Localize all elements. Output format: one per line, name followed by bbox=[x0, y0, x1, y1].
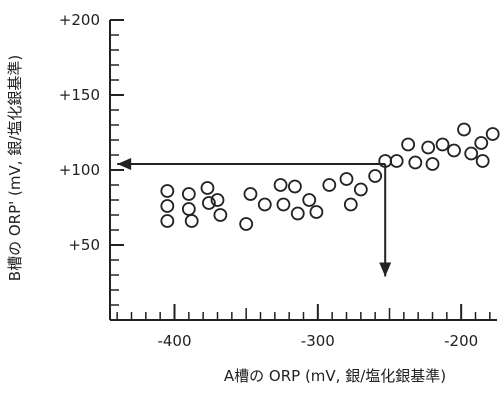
data-point bbox=[389, 154, 404, 168]
data-point bbox=[421, 140, 436, 155]
data-point bbox=[290, 206, 305, 221]
y-axis-label: B槽の ORP' (mV, 銀/塩化銀基準) bbox=[6, 55, 24, 281]
data-point bbox=[464, 146, 479, 161]
data-point bbox=[368, 169, 383, 183]
y-tick-label: +100 bbox=[59, 161, 100, 179]
data-point bbox=[181, 187, 196, 201]
data-point bbox=[243, 187, 258, 201]
data-point bbox=[160, 199, 175, 213]
data-point bbox=[302, 193, 317, 207]
data-point bbox=[322, 178, 337, 192]
y-tick-label: +150 bbox=[59, 86, 100, 104]
data-point bbox=[200, 181, 215, 195]
data-point bbox=[353, 182, 368, 197]
data-point bbox=[485, 127, 500, 141]
y-tick-label: +50 bbox=[68, 236, 100, 254]
y-tick-label: +200 bbox=[59, 11, 100, 29]
arrow-head bbox=[379, 262, 392, 277]
data-point bbox=[201, 196, 216, 210]
axes: +50 +100 +150 +200 -400 -300 -200 bbox=[59, 11, 497, 350]
data-point bbox=[447, 143, 461, 158]
data-point bbox=[273, 178, 288, 192]
x-tick-label: -300 bbox=[301, 332, 335, 350]
data-point bbox=[401, 137, 416, 152]
annotation-arrows bbox=[117, 158, 392, 277]
data-point bbox=[343, 197, 358, 212]
data-point bbox=[457, 122, 471, 137]
data-point bbox=[339, 172, 354, 186]
data-point bbox=[425, 157, 440, 171]
data-point bbox=[239, 217, 254, 231]
data-point bbox=[309, 205, 324, 219]
data-point bbox=[257, 197, 272, 212]
data-point bbox=[213, 208, 228, 222]
data-point bbox=[276, 197, 291, 212]
data-point bbox=[435, 137, 450, 152]
data-point bbox=[181, 202, 196, 216]
arrow-head bbox=[117, 158, 132, 170]
x-tick-label: -400 bbox=[157, 332, 191, 350]
data-point bbox=[287, 179, 302, 194]
data-point bbox=[474, 136, 489, 150]
data-points bbox=[160, 122, 500, 231]
data-point bbox=[160, 184, 175, 198]
data-point bbox=[475, 154, 490, 168]
x-axis-label: A槽の ORP (mV, 銀/塩化銀基準) bbox=[224, 367, 446, 385]
data-point bbox=[184, 214, 199, 228]
data-point bbox=[160, 214, 175, 228]
x-tick-label: -200 bbox=[444, 332, 478, 350]
data-point bbox=[408, 155, 423, 170]
data-point bbox=[210, 193, 225, 207]
